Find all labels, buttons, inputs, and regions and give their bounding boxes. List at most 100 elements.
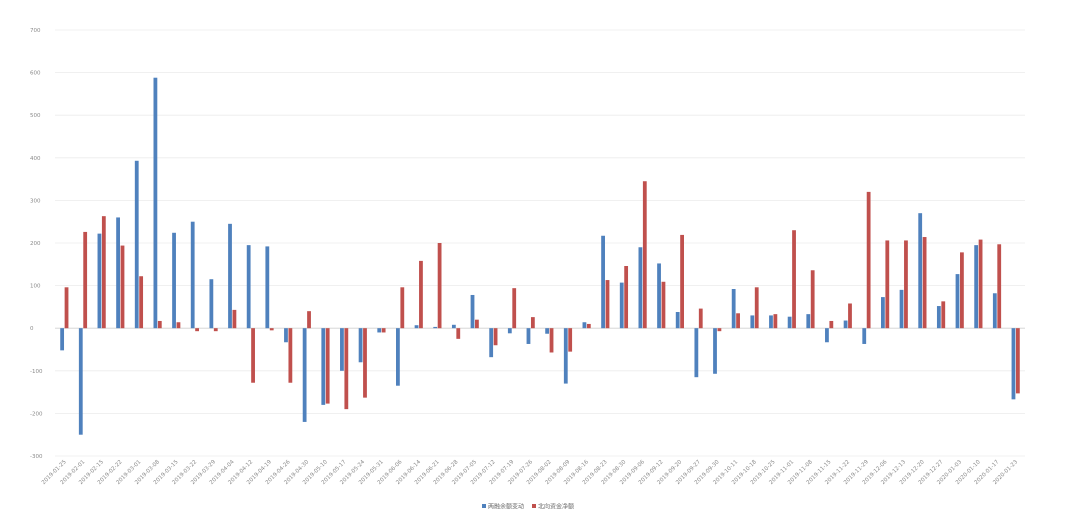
bar-series-2-2019-03-29 <box>213 328 218 332</box>
bar-series-2-2019-08-09 <box>568 328 573 352</box>
bar-series-1-2019-11-15 <box>825 328 829 343</box>
legend-label-series-1: 两融余额变动 <box>488 503 524 511</box>
bar-series-2-2019-04-12 <box>251 328 255 383</box>
bar-series-1-2019-06-06 <box>396 328 400 386</box>
y-tick-label: 0 <box>30 326 34 332</box>
bar-series-1-2019-08-09 <box>563 328 568 384</box>
bar-series-2-2020-01-03 <box>960 252 964 329</box>
bar-series-1-2019-12-27 <box>936 306 941 329</box>
legend-label-series-2: 北向资金净额 <box>538 503 574 511</box>
bar-series-1-2019-02-15 <box>97 233 102 329</box>
bar-series-1-2019-06-28 <box>451 324 456 329</box>
bar-series-2-2019-06-21 <box>437 243 442 329</box>
bar-series-1-2019-09-06 <box>638 247 643 329</box>
y-tick-label: 300 <box>30 198 41 204</box>
bar-series-2-2019-02-01 <box>83 231 88 329</box>
y-tick-label: -300 <box>30 454 43 460</box>
bar-series-2-2019-07-26 <box>530 317 535 329</box>
bar-series-1-2019-03-01 <box>134 160 139 329</box>
bar-series-1-2019-04-26 <box>284 328 288 343</box>
bar-series-2-2019-11-29 <box>866 191 871 329</box>
bar-series-1-2019-11-29 <box>862 328 867 344</box>
bar-series-2-2019-02-22 <box>120 245 125 329</box>
bar-series-1-2019-06-21 <box>433 326 438 329</box>
bar-series-2-2019-04-26 <box>288 328 293 383</box>
legend: 两融余额变动 北向资金净额 <box>482 503 574 511</box>
bar-series-2-2019-12-13 <box>904 240 908 329</box>
y-tick-label: 700 <box>30 28 41 34</box>
bar-series-1-2019-06-14 <box>414 325 419 329</box>
bar-series-1-2019-09-20 <box>675 312 680 329</box>
bar-series-1-2019-08-30 <box>619 282 624 329</box>
bar-series-2-2019-06-28 <box>456 328 461 339</box>
bar-series-1-2019-08-23 <box>601 235 605 329</box>
bar-series-2-2019-05-10 <box>325 328 330 404</box>
y-tick-label: 500 <box>30 113 41 119</box>
bar-series-2-2019-08-16 <box>586 323 591 329</box>
bar-series-2-2019-12-06 <box>885 240 890 329</box>
bar-series-1-2019-05-24 <box>358 328 363 363</box>
bar-series-1-2019-04-12 <box>246 245 251 329</box>
bar-series-1-2019-02-01 <box>78 328 83 435</box>
bar-series-1-2019-10-25 <box>769 315 773 329</box>
bar-series-2-2019-11-15 <box>829 320 834 329</box>
bars <box>60 77 1020 435</box>
bar-series-2-2019-06-06 <box>400 287 405 329</box>
bar-series-1-2019-04-19 <box>265 246 270 329</box>
gridlines <box>55 29 1025 457</box>
bar-series-2-2019-07-12 <box>493 328 498 346</box>
bar-series-1-2019-12-06 <box>881 297 885 329</box>
bar-series-2-2020-01-10 <box>978 239 983 329</box>
bar-series-2-2019-03-15 <box>176 322 181 329</box>
bar-series-1-2019-07-26 <box>526 328 531 344</box>
bar-series-1-2019-10-18 <box>750 315 755 329</box>
bar-series-2-2019-03-08 <box>157 320 162 329</box>
bar-series-2-2019-11-01 <box>792 230 796 329</box>
y-tick-label: -100 <box>30 369 43 375</box>
bar-series-1-2019-11-22 <box>843 320 848 329</box>
bar-series-2-2019-03-01 <box>139 276 144 329</box>
y-axis-tick-labels: -300 -200 -100 0 100 200 300 400 500 600 700 <box>30 28 43 460</box>
bar-series-2-2019-04-19 <box>269 328 274 331</box>
bar-series-1-2019-12-20 <box>918 213 923 329</box>
y-tick-label: 400 <box>30 156 41 162</box>
legend-swatch-series-1 <box>482 504 486 508</box>
bar-series-2-2019-01-25 <box>64 287 69 329</box>
bar-series-2-2019-10-11 <box>736 313 740 329</box>
bar-series-2-2019-11-08 <box>810 270 815 329</box>
bar-series-2-2019-02-15 <box>101 216 106 329</box>
bar-series-1-2020-01-10 <box>974 245 979 329</box>
bar-series-1-2019-08-02 <box>545 328 550 334</box>
bar-series-1-2019-09-12 <box>657 263 661 329</box>
bar-series-1-2019-01-25 <box>60 328 65 351</box>
bar-series-1-2019-07-05 <box>470 294 475 329</box>
bar-series-2-2019-12-20 <box>922 237 927 329</box>
bar-series-1-2019-09-30 <box>713 328 717 374</box>
bar-series-2-2019-04-04 <box>232 309 237 329</box>
bar-series-2-2019-11-22 <box>848 303 852 329</box>
y-tick-label: 200 <box>30 241 41 247</box>
bar-series-2-2019-04-30 <box>307 311 311 329</box>
y-tick-label: -200 <box>30 411 43 417</box>
bar-series-1-2020-01-03 <box>955 274 960 329</box>
bar-series-1-2020-01-17 <box>992 293 997 329</box>
y-tick-label: 600 <box>30 71 41 77</box>
bar-series-2-2019-09-27 <box>698 308 703 329</box>
bar-series-1-2019-04-04 <box>228 223 232 329</box>
bar-series-2-2019-03-22 <box>195 328 199 332</box>
bar-series-2-2019-07-19 <box>512 288 517 329</box>
bar-series-2-2019-05-31 <box>381 328 386 333</box>
bar-series-2-2019-09-20 <box>680 234 684 329</box>
bar-series-2-2019-08-23 <box>605 280 610 329</box>
bar-series-1-2019-03-08 <box>153 77 158 329</box>
bar-series-1-2019-05-17 <box>340 328 344 371</box>
bar-series-2-2019-09-12 <box>661 281 666 329</box>
bar-series-2-2019-06-14 <box>419 260 423 329</box>
x-axis-tick-labels: 2019-01-252019-02-012019-02-152019-02-22… <box>41 459 1020 486</box>
legend-swatch-series-2 <box>532 504 536 508</box>
bar-series-2-2019-07-05 <box>475 319 479 329</box>
bar-series-2-2020-01-17 <box>997 244 1002 329</box>
bar-series-2-2019-10-18 <box>754 287 759 329</box>
bar-series-2-2019-08-30 <box>624 266 629 329</box>
